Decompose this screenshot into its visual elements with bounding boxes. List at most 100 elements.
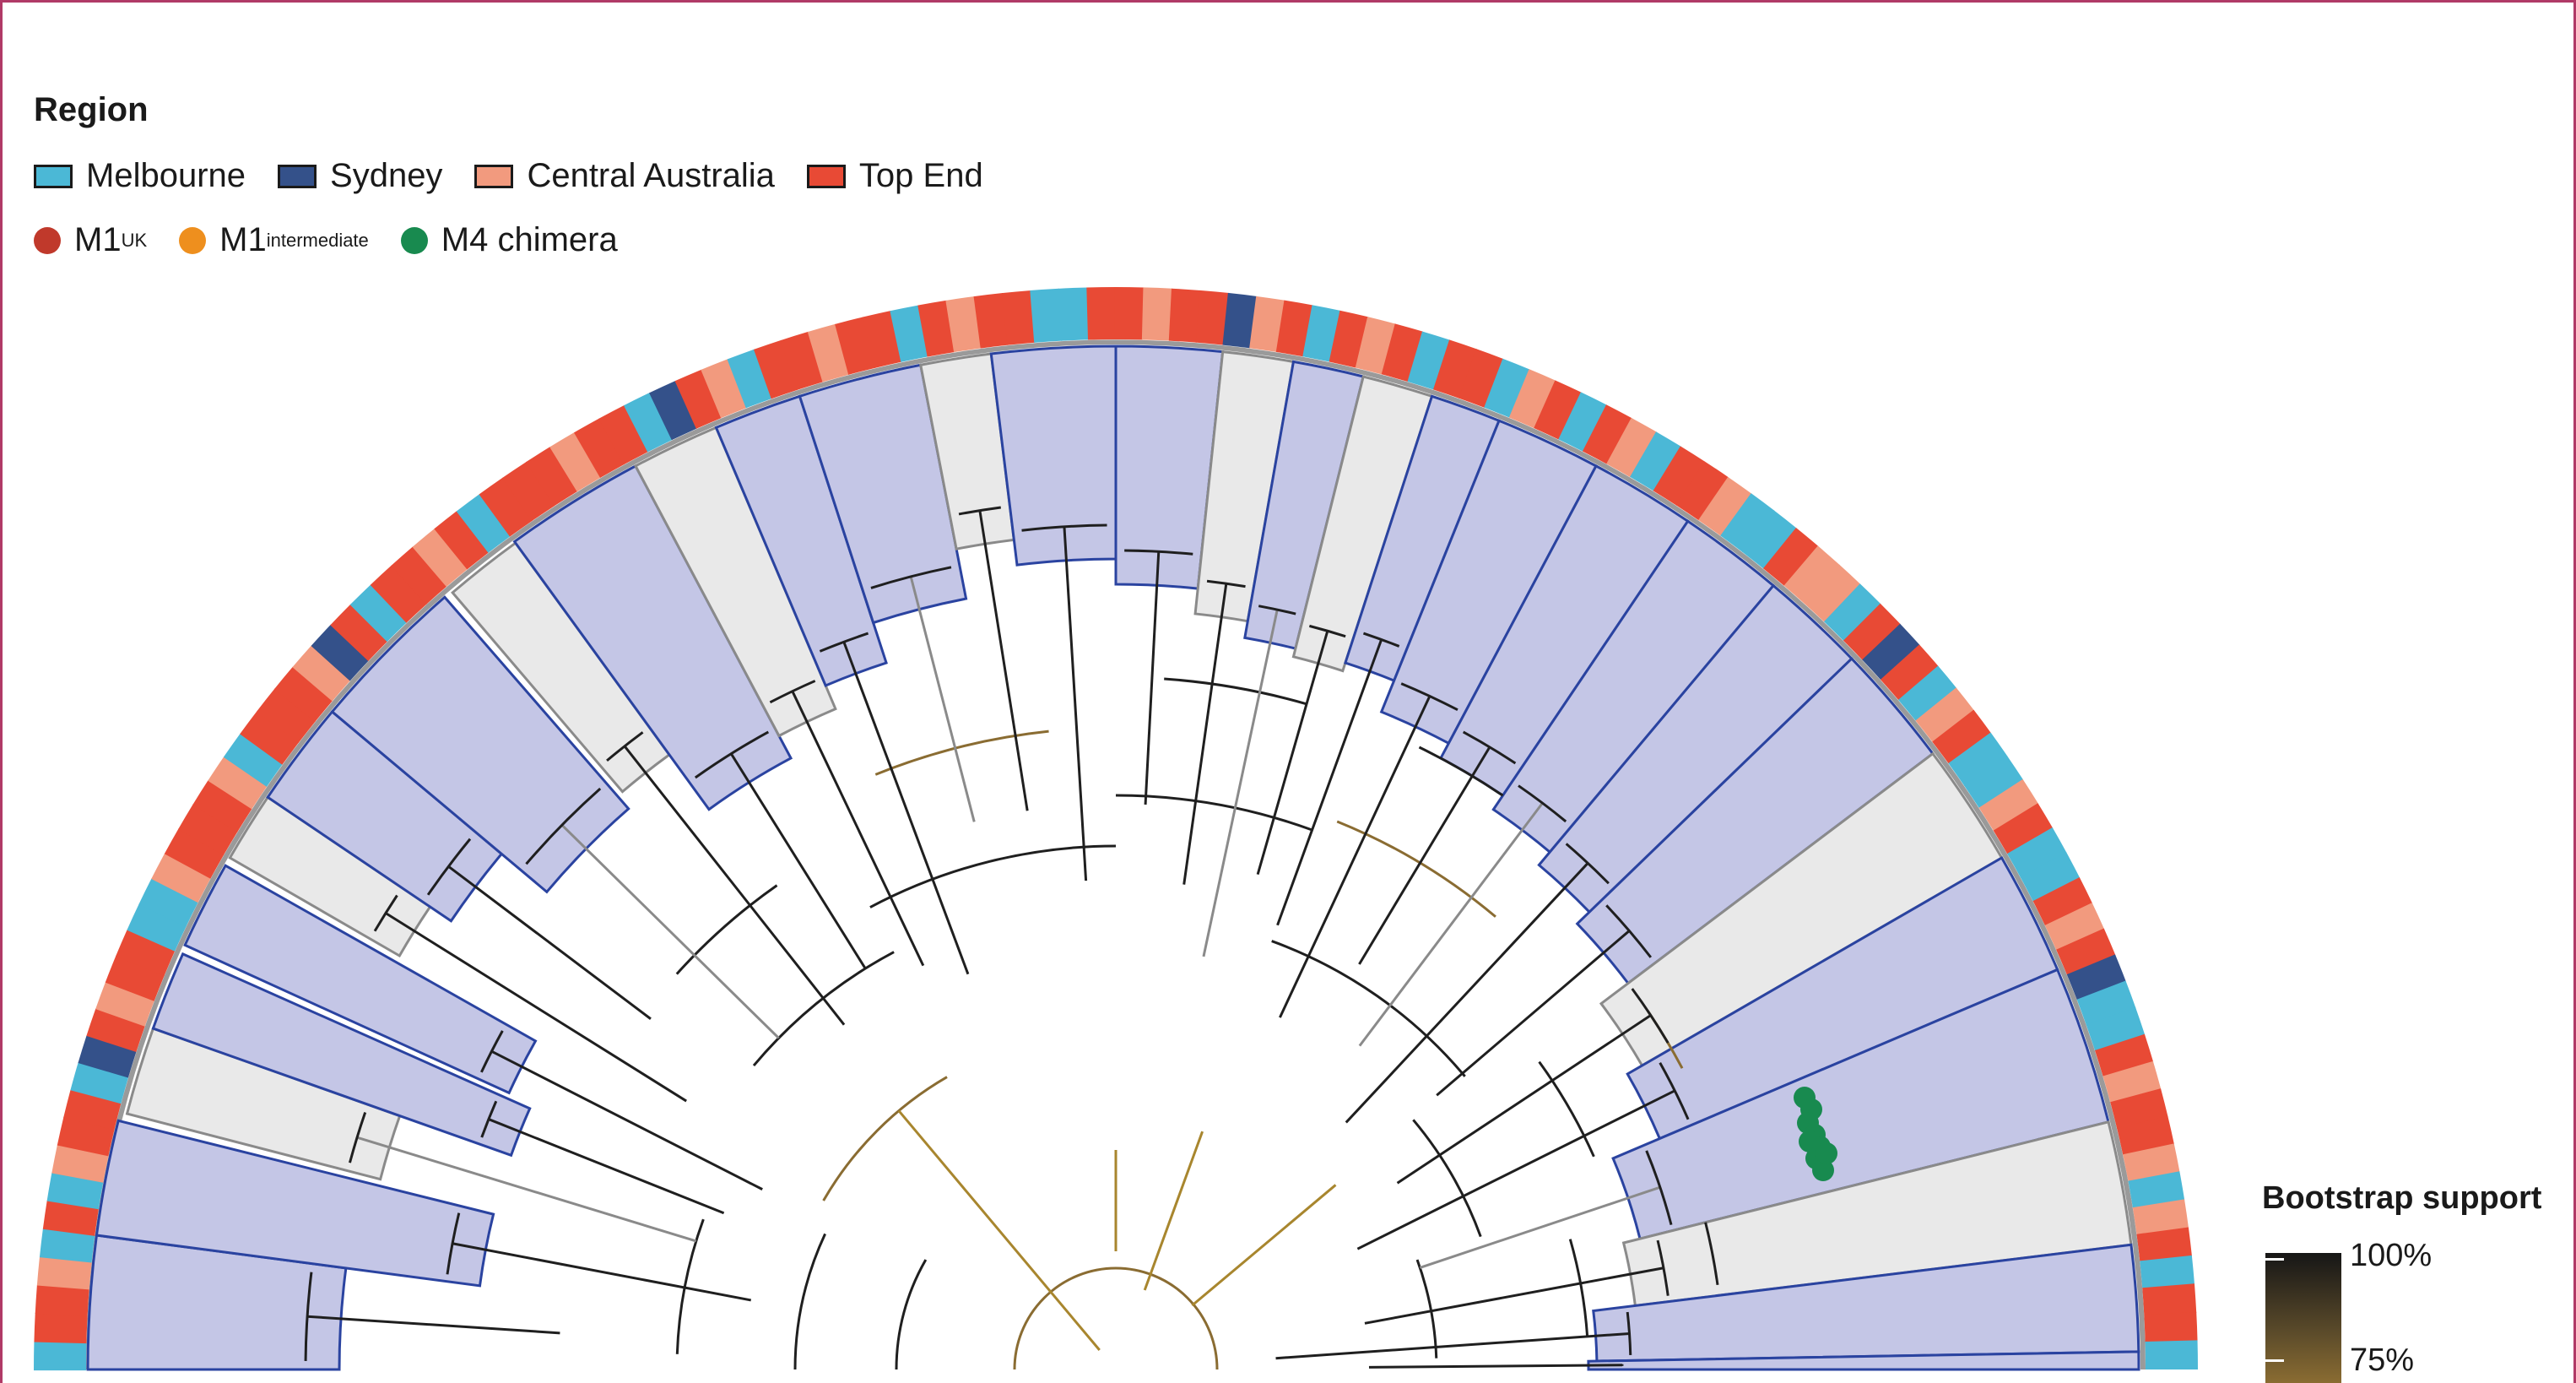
ring-segment [1698,476,1752,536]
ring-segment [2110,1088,2168,1130]
clade-sector [989,344,1118,567]
branch-arc [1271,940,1466,1077]
ring-segment [34,1312,88,1344]
branch-line [560,824,780,1039]
branch-line [447,865,652,1020]
m4-chimera-marker [1812,1159,1834,1181]
branch-line [1396,1014,1652,1185]
ring-segment [2144,1311,2198,1343]
branch-arc [1645,1150,1673,1225]
branch-line [452,1242,752,1302]
gray-clade-sector [451,540,672,794]
branch-line [1182,583,1228,885]
ring-segment [1804,564,1861,623]
branch-line [1276,638,1383,926]
ring-segment [2128,1171,2185,1209]
branch-arc [1021,523,1107,532]
branch-line [1436,930,1631,1097]
gray-clade-sector [1193,350,1296,623]
clade-sector [1587,1350,2140,1371]
ring-segment [1534,380,1582,440]
ring-segment [1030,288,1063,343]
clade-sector [183,864,538,1095]
m1uk-dot [34,226,61,254]
clade-sector [151,952,532,1158]
ring-segment [835,317,876,375]
tick-75 [2265,1359,2284,1362]
branch-line [356,1136,697,1243]
branch-arc [752,951,895,1067]
clade-sector [1344,394,1501,683]
ring-segment [1275,300,1313,357]
branch-arc [1656,1239,1670,1296]
ring-segment [33,1341,87,1371]
bootstrap-branch [897,1109,1101,1351]
ring-segment [598,404,649,465]
branch-arc [1565,843,1610,885]
ring-segment [2020,852,2081,903]
branch-arc [1462,730,1517,765]
ring-segment [1843,603,1901,661]
ring-segment [890,305,928,362]
branch-line [842,641,970,975]
branch-arc [525,787,602,865]
bootstrap-scale [2265,1253,2341,1383]
legend-item-sydney: Sydney [278,157,442,195]
branch-line [488,1118,725,1215]
ring-segment [370,565,427,623]
ring-segment [1508,369,1556,429]
top-end-swatch [806,164,846,188]
ring-segment [36,1256,92,1290]
ring-segment [1606,417,1657,478]
ring-segment [1963,755,2024,809]
branch-line [1275,1331,1630,1360]
clade-sector [330,595,630,894]
ring-segment [1880,644,1939,701]
branch-line [490,1049,763,1190]
branch-line [1256,630,1329,876]
ring-segment [1948,732,2008,786]
legend-title: Region [34,91,149,128]
ring-segment [1675,461,1729,521]
branch-arc [1626,1311,1632,1356]
legend-item-top-end: Top End [806,157,983,195]
ring-segment [754,339,798,399]
branch-line [1202,609,1279,957]
branch-line [1063,526,1088,881]
clade-sector [512,464,793,811]
ring-segment [1195,290,1230,345]
ring-segment [51,1144,109,1183]
clade-sector [714,394,888,687]
ring-segment [1762,527,1819,587]
region-legend: Melbourne Sydney Central Australia Top E… [34,157,1015,195]
ring-segment [2086,1007,2146,1051]
branch-arc [1605,904,1653,958]
branch-arc [874,729,1049,776]
ring-segment [549,431,601,492]
ring-segment [1381,323,1424,382]
ring-segment [1114,287,1145,340]
branch-arc [1568,1239,1589,1337]
branch-line [1356,1089,1675,1250]
ring-segment [349,584,408,643]
clade-sector [1537,583,1854,914]
ring-segment [525,446,578,507]
branch-arc [1013,1266,1219,1370]
ring-segment [2056,928,2116,976]
branch-arc [1418,746,1504,797]
ring-segment [138,877,198,927]
ring-segment [2044,903,2105,951]
branch-arc [480,1100,498,1138]
ring-segment [127,903,187,952]
clade-sector [1379,419,1599,746]
branch-arc [895,1259,928,1370]
branch-arc [869,844,1117,908]
branch-arc [1258,605,1296,616]
ring-segment [1249,296,1285,353]
m4-chimera-marker [1816,1142,1837,1164]
ring-segment [42,1200,100,1236]
branch-arc [1518,784,1567,823]
ring-segment [78,1034,137,1078]
branch-line [1358,746,1491,965]
ring-segment [501,461,555,522]
